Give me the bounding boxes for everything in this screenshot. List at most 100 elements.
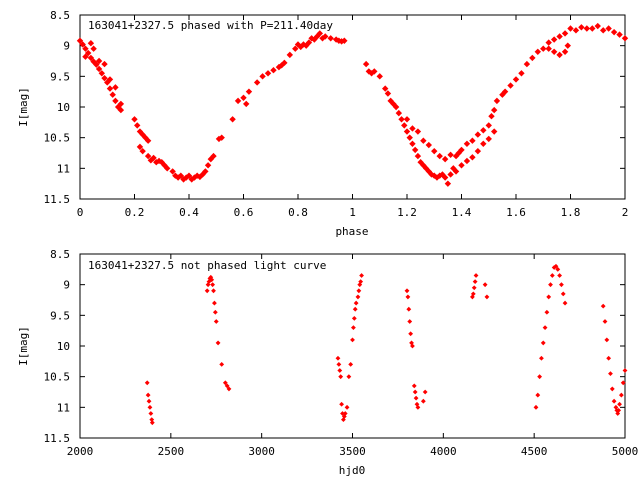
data-point — [106, 85, 114, 92]
data-point — [95, 57, 103, 65]
data-point — [436, 152, 443, 160]
data-point — [480, 140, 487, 147]
x-tick-labels: 2000 2500 3000 3500 4000 4500 5000 — [67, 445, 639, 458]
data-point — [562, 300, 568, 306]
data-point — [278, 62, 285, 69]
data-point — [338, 374, 344, 380]
data-point — [409, 125, 416, 132]
data-point — [405, 294, 411, 300]
data-point — [546, 294, 552, 300]
data-point — [480, 127, 487, 134]
data-point — [555, 266, 561, 272]
data-point — [447, 171, 454, 178]
data-point — [218, 134, 225, 141]
data-point — [253, 79, 261, 86]
data-point — [463, 140, 471, 147]
data-point — [106, 76, 114, 83]
x-tick-label: 1.4 — [452, 206, 472, 219]
y-tick-label: 11 — [57, 162, 70, 175]
data-point — [404, 288, 410, 294]
data-point — [567, 25, 574, 32]
data-point — [211, 288, 216, 294]
data-point — [144, 152, 152, 160]
y-tick-label: 10 — [57, 101, 70, 114]
data-point — [413, 395, 419, 401]
data-point — [327, 35, 334, 42]
y-tick-label: 11.5 — [44, 193, 71, 206]
data-point — [621, 35, 629, 42]
y-tick-label: 9 — [63, 40, 70, 53]
data-point — [308, 35, 315, 42]
data-point — [172, 172, 179, 179]
data-point — [240, 94, 247, 101]
data-point — [485, 122, 492, 129]
data-point — [149, 417, 155, 422]
data-point — [609, 386, 615, 392]
data-point — [444, 180, 452, 187]
data-point — [493, 97, 501, 105]
y-tick-label: 9.5 — [50, 70, 70, 83]
data-point — [406, 306, 412, 312]
data-point — [540, 340, 546, 346]
data-point — [403, 128, 411, 135]
data-point — [134, 122, 141, 129]
data-point — [355, 294, 361, 300]
data-point — [294, 41, 302, 48]
data-point — [605, 25, 612, 32]
data-point — [101, 60, 108, 68]
data-point — [550, 36, 558, 43]
data-point — [95, 65, 103, 73]
y-axis-label: I[mag] — [17, 326, 30, 366]
data-point — [600, 303, 606, 309]
data-point — [82, 53, 89, 60]
data-point — [164, 165, 171, 172]
data-points — [144, 263, 628, 426]
data-point — [93, 61, 100, 68]
data-point — [556, 51, 563, 59]
x-tick-label: 0.8 — [288, 206, 308, 219]
data-point — [572, 27, 580, 34]
data-point — [458, 146, 465, 154]
data-point — [534, 48, 541, 55]
data-point — [222, 380, 228, 386]
data-point — [542, 325, 548, 330]
data-point — [316, 30, 323, 37]
data-point — [411, 383, 417, 389]
data-point — [82, 45, 89, 52]
data-point — [335, 355, 341, 361]
data-point — [618, 392, 624, 398]
data-point — [337, 368, 343, 373]
data-point — [101, 74, 108, 82]
data-point — [408, 331, 414, 337]
y-tick-label: 9.5 — [50, 309, 70, 322]
data-point — [210, 152, 217, 160]
data-point — [411, 146, 419, 154]
data-point — [376, 73, 383, 80]
data-point — [384, 90, 392, 97]
data-point — [264, 70, 272, 77]
data-point — [292, 45, 299, 52]
x-tick-label: 3000 — [248, 445, 275, 458]
data-point — [351, 316, 357, 321]
data-point — [482, 282, 488, 288]
data-point — [556, 33, 563, 40]
data-point — [362, 60, 370, 68]
data-point — [342, 411, 348, 416]
data-point — [523, 60, 531, 68]
data-point — [401, 122, 408, 129]
data-point — [622, 368, 628, 373]
data-point — [219, 362, 225, 367]
data-point — [564, 42, 571, 49]
x-tick-label: 4000 — [430, 445, 457, 458]
data-point — [145, 392, 151, 398]
data-point — [474, 131, 482, 138]
data-point — [620, 380, 626, 386]
data-point — [98, 70, 105, 77]
plot-frame — [79, 14, 626, 200]
data-point — [540, 45, 547, 52]
x-tick-label: 1 — [349, 206, 356, 219]
data-point — [474, 147, 482, 155]
x-tick-label: 0 — [77, 206, 84, 219]
data-point — [226, 386, 232, 392]
data-point — [455, 149, 462, 157]
